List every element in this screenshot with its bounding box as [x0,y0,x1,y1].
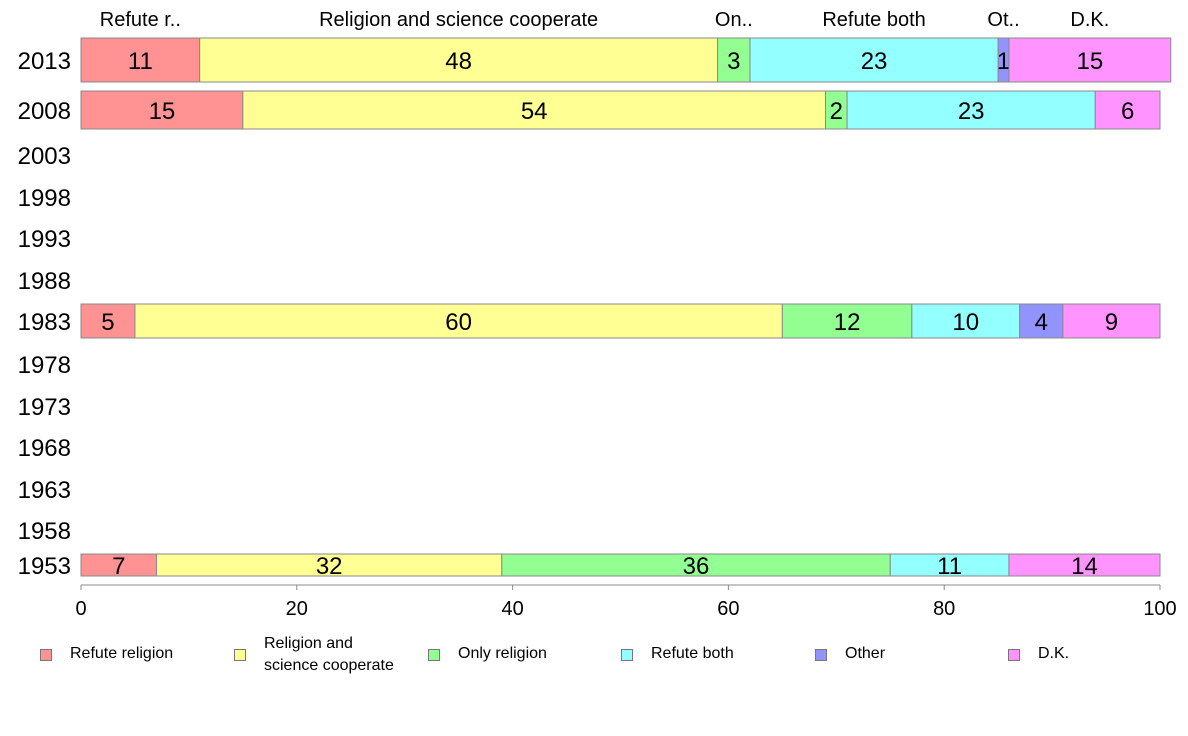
segment-header-label: D.K. [1070,9,1109,31]
x-tick-label: 0 [75,598,86,620]
data-label: 48 [445,48,472,75]
legend-item-refute-both: Refute both [621,632,734,665]
data-label: 36 [683,553,710,580]
data-label: 15 [149,98,176,125]
chart-legend: Refute religion Religion and science coo… [0,632,1188,692]
bar-segment [781,303,913,339]
data-label: 14 [1071,553,1098,580]
legend-label: Only religion [458,645,547,662]
legend-label: Religion and science cooperate [264,635,394,674]
data-label: 11 [128,48,153,75]
x-tick-label: 80 [933,598,955,620]
bar-segment [1094,90,1161,130]
y-tick-label: 1953 [18,553,71,580]
segment-header-label: Refute r.. [100,9,181,31]
data-label: 3 [727,48,740,75]
legend-item-other: Other [815,632,885,665]
bar-segment [80,90,244,130]
bar-segment [749,37,999,83]
bar-segment [80,303,136,339]
data-label: 1 [997,48,1010,75]
segment-header-label: Refute both [822,9,925,31]
y-tick-label: 1993 [18,226,71,253]
bar-segment [846,90,1096,130]
y-tick-label: 2008 [18,98,71,125]
y-tick-label: 1988 [18,268,71,295]
x-tick-label: 20 [286,598,308,620]
legend-label: D.K. [1038,645,1070,662]
y-tick-label: 1968 [18,435,71,462]
legend-item-refute-religion: Refute religion [40,632,173,665]
y-tick-label: 1973 [18,394,71,421]
legend-label: Refute both [651,645,734,662]
legend-swatch [1008,649,1020,661]
x-tick-label: 100 [1143,598,1176,620]
y-tick-label: 1958 [18,518,71,545]
bar-segment [1062,303,1161,339]
legend-label: Refute religion [70,645,174,662]
bar-segment [717,37,751,83]
legend-label: Other [845,645,886,662]
y-tick-label: 1963 [18,477,71,504]
bar-segment [1008,553,1161,577]
legend-swatch [815,649,827,661]
legend-swatch [621,649,633,661]
bar-segment [134,303,783,339]
data-label: 23 [861,48,888,75]
legend-item-only-religion: Only religion [428,632,547,665]
legend-swatch [234,649,246,661]
segment-header-label: On.. [715,9,753,31]
data-label: 11 [937,553,962,580]
data-label: 60 [445,309,472,336]
y-tick-label: 1978 [18,352,71,379]
data-label: 6 [1121,98,1134,125]
y-tick-label: 2003 [18,143,71,170]
legend-swatch [428,649,440,661]
legend-item-dk: D.K. [1008,632,1069,665]
x-tick-label: 60 [717,598,739,620]
legend-swatch [40,649,52,661]
x-tick-label: 40 [501,598,523,620]
data-label: 2 [830,98,843,125]
y-tick-label: 1983 [18,309,71,336]
bar-segment [80,37,201,83]
bar-segment [1019,303,1064,339]
segment-header-label: Ot.. [987,9,1019,31]
data-label: 5 [101,309,114,336]
bar-segment [199,37,719,83]
data-label: 7 [112,553,125,580]
segment-header-label: Religion and science cooperate [319,9,598,31]
bar-segment [1008,37,1172,83]
bar-segment [242,90,827,130]
data-label: 4 [1035,309,1048,336]
data-label: 9 [1105,309,1118,336]
data-label: 32 [316,553,343,580]
data-label: 23 [958,98,985,125]
data-label: 10 [952,309,979,336]
data-label: 12 [834,309,861,336]
data-label: 15 [1077,48,1104,75]
y-tick-label: 1998 [18,185,71,212]
legend-item-religion-and-science-cooperate: Religion and science cooperate [234,632,394,677]
y-tick-label: 2013 [18,48,71,75]
data-label: 54 [521,98,548,125]
